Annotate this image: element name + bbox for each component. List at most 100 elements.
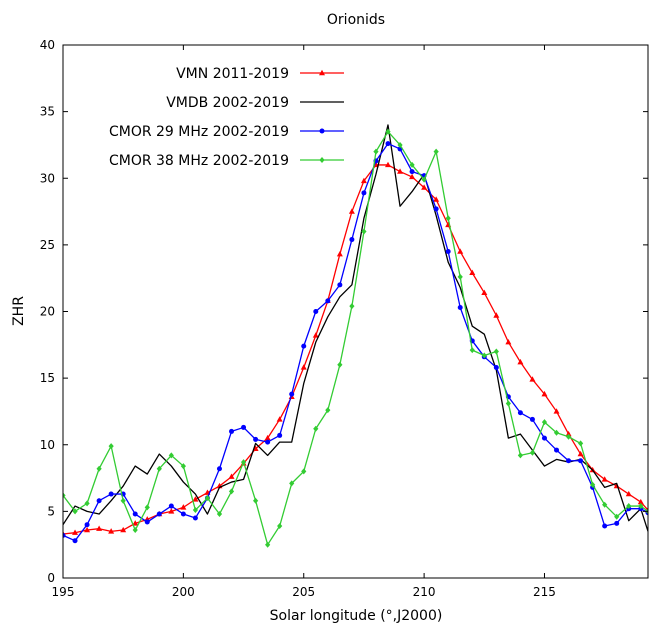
data-point <box>216 466 222 472</box>
data-point <box>192 515 198 521</box>
legend-item: CMOR 38 MHz 2002-2019 <box>109 153 344 169</box>
data-point <box>337 282 343 288</box>
legend-item: CMOR 29 MHz 2002-2019 <box>109 124 344 140</box>
data-point <box>409 169 415 175</box>
data-point <box>457 248 464 254</box>
data-point <box>433 148 439 155</box>
data-point <box>289 391 295 397</box>
data-point <box>541 419 548 426</box>
data-point <box>385 161 391 168</box>
data-point <box>96 498 102 504</box>
data-point <box>108 528 115 534</box>
x-tick-label: 215 <box>533 585 556 599</box>
data-point <box>445 215 451 222</box>
legend: VMN 2011-2019 VMDB 2002-2019 CMOR 29 MHz 2… <box>109 66 344 169</box>
y-axis-title: ZHR <box>11 296 27 326</box>
data-point <box>361 228 367 235</box>
data-point <box>228 473 235 479</box>
data-point <box>469 269 476 276</box>
data-point <box>517 410 523 416</box>
x-axis: 195 200 205 210 215 <box>52 45 556 599</box>
data-point <box>301 468 307 475</box>
data-point <box>72 529 79 535</box>
data-point <box>301 343 307 349</box>
data-point <box>360 177 367 184</box>
data-point <box>63 532 66 538</box>
data-point <box>638 503 644 510</box>
data-point <box>96 465 102 472</box>
data-point <box>421 176 427 183</box>
data-point <box>313 425 319 432</box>
data-point <box>602 523 608 529</box>
data-point <box>168 508 175 514</box>
data-point <box>325 407 331 414</box>
data-point <box>541 390 548 397</box>
data-point <box>265 439 271 445</box>
data-point <box>84 500 90 507</box>
data-point <box>348 208 355 214</box>
data-point <box>433 196 440 202</box>
data-point <box>252 497 259 504</box>
data-point <box>397 168 404 174</box>
data-point <box>156 511 162 517</box>
data-point <box>180 504 187 510</box>
x-tick-label: 210 <box>413 585 436 599</box>
y-tick-label: 5 <box>47 504 55 518</box>
data-point <box>144 519 150 525</box>
data-point <box>132 527 138 534</box>
data-point <box>566 458 572 464</box>
data-point <box>144 504 150 511</box>
data-point <box>601 476 608 482</box>
legend-marker <box>319 157 325 163</box>
data-point <box>349 303 355 310</box>
x-tick-label: 205 <box>292 585 315 599</box>
series-line-vmdb-2002-2019 <box>63 124 648 532</box>
data-point <box>336 251 343 257</box>
data-point <box>385 128 391 135</box>
data-point <box>265 541 271 548</box>
y-tick-label: 20 <box>40 305 55 319</box>
data-point <box>421 184 428 190</box>
data-point <box>433 206 439 212</box>
data-point <box>457 305 463 311</box>
data-point <box>614 513 620 520</box>
data-point <box>313 309 319 314</box>
legend-item: VMDB 2002-2019 <box>166 95 344 111</box>
data-point <box>481 289 488 296</box>
data-point <box>517 358 524 365</box>
data-point <box>625 490 632 497</box>
data-point <box>361 190 367 196</box>
data-point <box>72 508 78 515</box>
data-point <box>192 496 199 502</box>
y-axis: 0 5 10 15 20 25 30 35 40 <box>40 38 648 585</box>
data-point <box>264 434 271 441</box>
data-point <box>312 332 319 338</box>
data-point <box>578 458 584 464</box>
data-point <box>300 364 307 370</box>
data-point <box>277 432 283 438</box>
data-point <box>96 525 103 531</box>
data-point <box>84 526 91 533</box>
y-tick-label: 0 <box>47 571 55 585</box>
y-tick-label: 40 <box>40 38 55 52</box>
data-point <box>84 522 90 528</box>
data-point <box>493 312 500 318</box>
data-point <box>289 480 295 487</box>
data-point <box>397 141 403 148</box>
data-point <box>228 488 235 495</box>
data-point <box>457 273 463 280</box>
data-point <box>553 408 560 414</box>
legend-marker <box>319 128 325 134</box>
data-point <box>241 424 247 430</box>
data-point <box>216 511 223 518</box>
data-point <box>337 361 343 368</box>
data-point <box>132 511 138 517</box>
data-point <box>240 459 247 466</box>
legend-label: CMOR 29 MHz 2002-2019 <box>109 124 289 140</box>
data-point <box>481 352 487 359</box>
data-point <box>565 433 572 440</box>
y-tick-label: 15 <box>40 371 55 385</box>
data-point <box>554 447 560 453</box>
data-point <box>505 400 511 407</box>
